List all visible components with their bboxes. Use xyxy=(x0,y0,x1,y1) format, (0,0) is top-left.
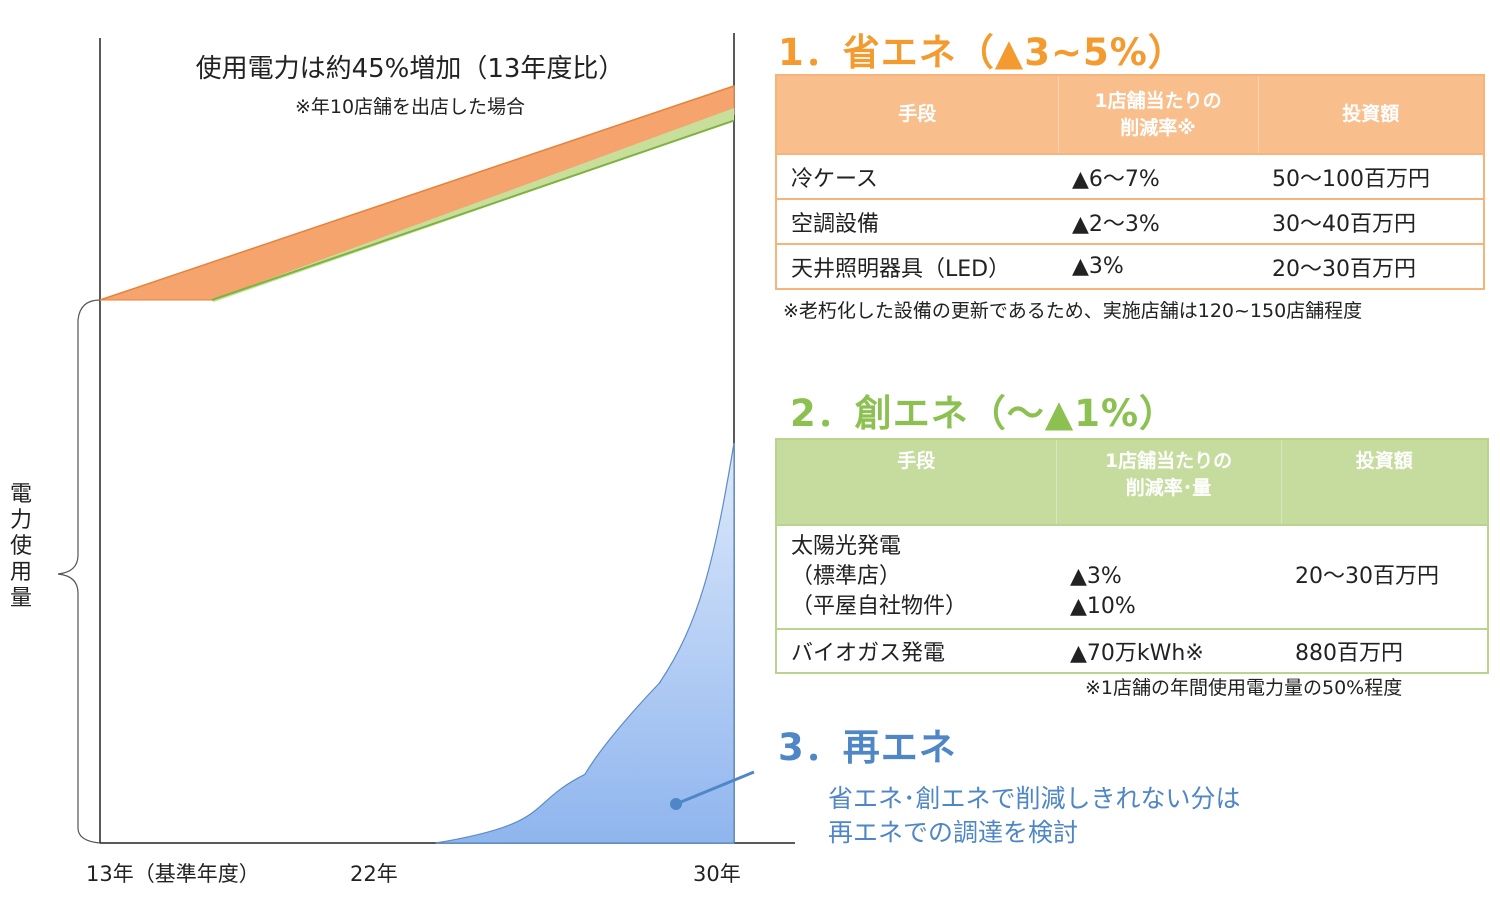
chart-title: 使用電力は約45%増加（13年度比） xyxy=(195,54,625,84)
t1-header-investment: 投資額 xyxy=(1257,75,1484,154)
x-tick-22: 22年 xyxy=(350,862,398,886)
x-tick-30: 30年 xyxy=(693,862,741,886)
section3-title: 3．再エネ xyxy=(778,726,957,769)
section1-footnote: ※老朽化した設備の更新であるため、実施店舗は120~150店舗程度 xyxy=(783,300,1363,322)
section3-desc-line: 再エネでの調達を検討 xyxy=(828,818,1079,847)
t2-cell: 880百万円 xyxy=(1281,628,1488,673)
callout-dot xyxy=(670,798,682,810)
x-tick-13: 13年（基準年度） xyxy=(86,862,260,886)
table-row: 空調設備 ▲2～3% 30～40百万円 xyxy=(776,198,1484,244)
energy-creation-table: 手段 1店舗当たりの 削減率･量 投資額 太陽光発電 （標準店） （平屋自社物件… xyxy=(775,438,1489,674)
t1-cell: 50～100百万円 xyxy=(1258,153,1484,199)
t2-cell: バイオガス発電 xyxy=(776,628,1056,673)
section3-desc-line: 省エネ･創エネで削減しきれない分は xyxy=(828,784,1241,813)
t1-cell: 30～40百万円 xyxy=(1258,198,1484,244)
table-row: 天井照明器具（LED） ▲3% 20～30百万円 xyxy=(776,243,1484,289)
renewable-area xyxy=(435,442,735,844)
t1-header-rate: 1店舗当たりの 削減率※ xyxy=(1057,75,1258,154)
t2-header-investment: 投資額 xyxy=(1280,439,1488,525)
t2-cell: ▲70万kWh※ xyxy=(1056,628,1281,673)
t2-header-rate: 1店舗当たりの 削減率･量 xyxy=(1055,439,1281,525)
t1-cell: 天井照明器具（LED） xyxy=(776,243,1058,289)
section2-title: 2．創エネ（～▲1%） xyxy=(790,392,1178,435)
callout-line xyxy=(675,770,755,806)
chart-canvas xyxy=(57,33,795,844)
y-axis-label-char: 電 xyxy=(9,482,32,507)
usage-line xyxy=(99,85,735,301)
y-axis-label: 電力使用量 xyxy=(6,482,36,612)
table-row: バイオガス発電 ▲70万kWh※ 880百万円 xyxy=(776,628,1488,673)
y-axis-label-char: 力 xyxy=(9,508,32,533)
creation-area xyxy=(211,108,735,302)
y-axis-label-char: 使 xyxy=(9,534,32,559)
table-row: 太陽光発電 （標準店） （平屋自社物件） ▲3% ▲10% 20～30百万円 xyxy=(776,524,1488,629)
t2-cell: 20～30百万円 xyxy=(1281,524,1488,629)
t1-cell: 冷ケース xyxy=(776,153,1058,199)
table-row: 冷ケース ▲6～7% 50～100百万円 xyxy=(776,153,1484,199)
creation-line xyxy=(211,119,735,301)
y-axis-label-char: 用 xyxy=(9,560,32,585)
t1-cell: 20～30百万円 xyxy=(1258,243,1484,289)
section1-title: 1．省エネ（▲3~5%） xyxy=(778,31,1186,74)
t1-header-method: 手段 xyxy=(776,75,1058,154)
t2-cell: ▲3% ▲10% xyxy=(1056,524,1281,629)
t1-cell: 空調設備 xyxy=(776,198,1058,244)
energy-saving-table: 手段 1店舗当たりの 削減率※ 投資額 冷ケース ▲6～7% 50～100百万円… xyxy=(775,74,1485,290)
t1-cell: ▲2～3% xyxy=(1058,198,1258,244)
y-brace xyxy=(57,299,101,844)
t2-cell: 太陽光発電 （標準店） （平屋自社物件） xyxy=(776,524,1056,629)
t1-cell: ▲6～7% xyxy=(1058,153,1258,199)
t2-header-method: 手段 xyxy=(776,439,1056,525)
chart-note: ※年10店舗を出店した場合 xyxy=(294,96,526,118)
t1-cell: ▲3% xyxy=(1058,243,1258,289)
y-axis-label-char: 量 xyxy=(9,586,32,611)
section2-footnote: ※1店舗の年間使用電力量の50%程度 xyxy=(1085,677,1403,699)
section3-description: 省エネ･創エネで削減しきれない分は 再エネでの調達を検討 xyxy=(828,782,1241,850)
